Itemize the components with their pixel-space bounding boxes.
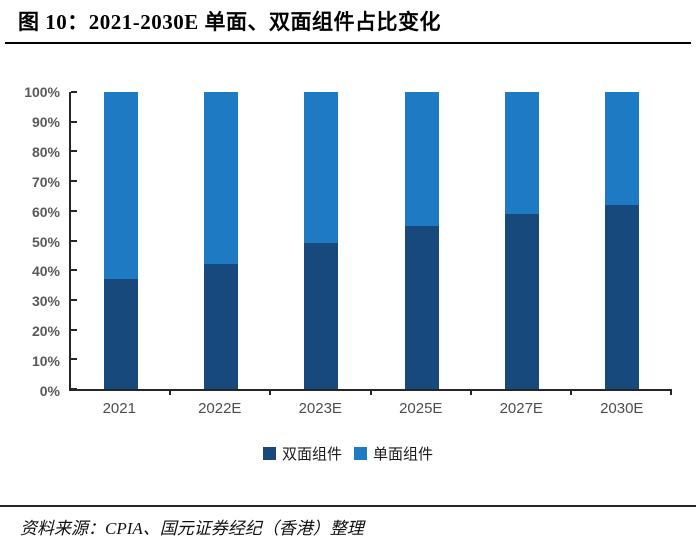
stacked-bar: [504, 92, 539, 389]
legend-label: 双面组件: [281, 446, 342, 463]
bar-segment-monofacial: [504, 92, 539, 214]
y-axis-tick: [71, 209, 77, 212]
bar-segment-bifacial: [304, 243, 339, 389]
y-axis-tick-label: 50%: [31, 233, 60, 250]
bar-segment-bifacial: [104, 279, 139, 389]
y-axis-tick-label: 10%: [31, 353, 60, 370]
stacked-bar: [304, 92, 339, 389]
bar-segment-monofacial: [104, 92, 139, 280]
x-axis-tick-label: 2030E: [600, 400, 644, 417]
x-axis-tick: [169, 389, 172, 395]
plot-area: [69, 91, 672, 395]
legend-swatch: [262, 447, 276, 460]
x-axis-labels: 2021 2022E 2023E 2025E 2027E 2030E: [69, 400, 672, 420]
x-axis-tick-label: 2027E: [499, 400, 543, 417]
stacked-bar: [604, 92, 639, 389]
y-axis-tick-label: 60%: [31, 203, 60, 220]
bar-segment-bifacial: [204, 264, 239, 389]
stacked-bar: [104, 92, 139, 389]
bar-segment-bifacial: [404, 225, 439, 389]
y-axis-labels: 0% 10% 20% 30% 40% 50% 60% 70% 80% 90% 100%: [0, 84, 60, 399]
x-axis-tick: [569, 389, 572, 395]
x-axis-tick-label: 2025E: [399, 400, 443, 417]
y-axis-tick-label: 70%: [31, 173, 60, 190]
stacked-bar: [404, 92, 439, 389]
y-axis-tick-label: 20%: [31, 323, 60, 340]
y-axis-tick-label: 30%: [31, 293, 60, 310]
source-note: 资料来源：CPIA、国元证券经纪（香港）整理: [20, 519, 364, 538]
legend-swatch: [354, 447, 367, 460]
footer-separator: [0, 505, 696, 507]
y-axis-tick-label: 40%: [31, 263, 60, 280]
y-axis-tick: [71, 239, 77, 242]
y-axis-tick: [71, 150, 77, 153]
x-axis-tick: [670, 389, 672, 395]
x-axis-tick: [369, 389, 372, 395]
y-axis-tick: [71, 298, 77, 301]
x-axis-tick-label: 2022E: [198, 400, 242, 417]
bar-segment-monofacial: [304, 92, 339, 244]
legend-label: 单面组件: [373, 446, 434, 463]
bar-segment-monofacial: [604, 92, 639, 205]
x-axis-tick: [469, 389, 472, 395]
y-axis-tick-label: 90%: [31, 113, 60, 130]
x-axis-tick-label: 2023E: [298, 400, 342, 417]
legend-item: 双面组件: [262, 443, 342, 464]
y-axis-tick: [71, 328, 77, 331]
bar-segment-bifacial: [604, 204, 639, 389]
bar-segment-monofacial: [204, 92, 239, 265]
y-axis-tick: [71, 388, 77, 390]
y-axis-tick-label: 80%: [31, 143, 60, 160]
y-axis-tick: [71, 120, 77, 123]
title-underline: [5, 42, 691, 44]
x-axis-tick-label: 2021: [102, 400, 136, 417]
bar-segment-monofacial: [404, 92, 439, 226]
bar-segment-bifacial: [504, 213, 539, 389]
y-axis-tick-label: 100%: [24, 84, 60, 100]
y-axis-tick: [71, 91, 77, 93]
y-axis-tick-label: 0%: [39, 383, 60, 399]
legend-item: 单面组件: [354, 443, 433, 464]
stacked-bar: [204, 92, 239, 389]
chart-legend: 双面组件 单面组件: [0, 443, 696, 464]
y-axis-tick: [71, 269, 77, 272]
y-axis-tick: [71, 180, 77, 183]
x-axis-tick: [269, 389, 272, 395]
figure-title: 图 10：2021-2030E 单面、双面组件占比变化: [18, 10, 441, 34]
y-axis-tick: [71, 358, 77, 361]
